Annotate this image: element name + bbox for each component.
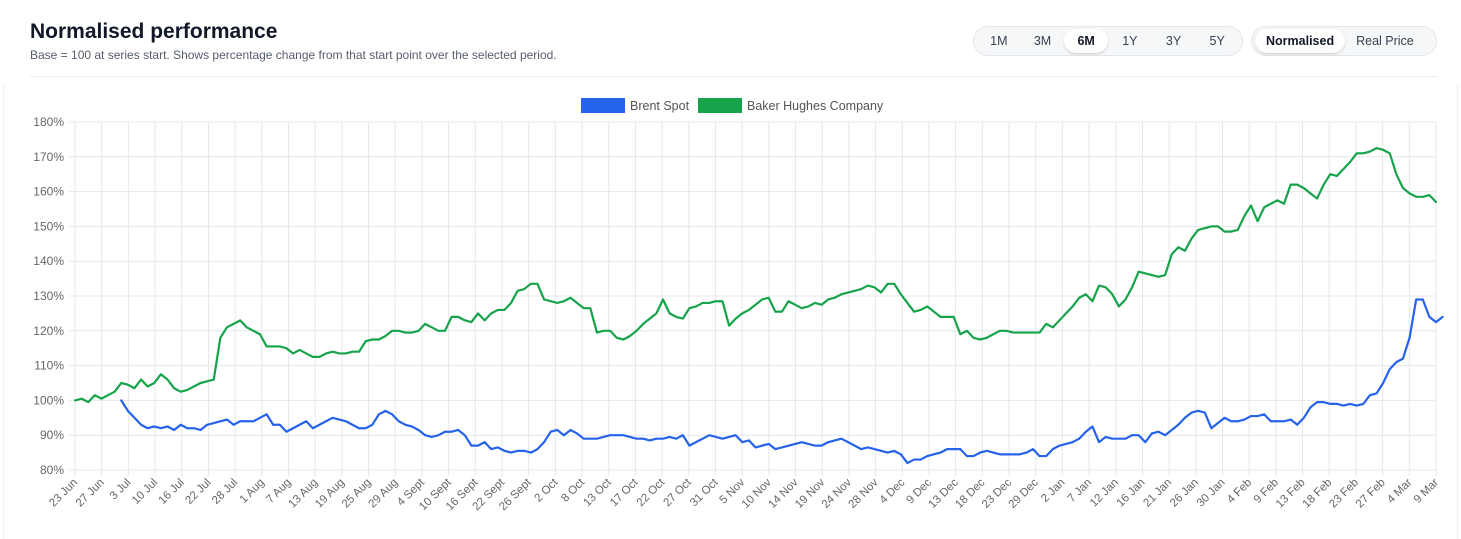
x-tick-label: 22 Oct <box>635 476 668 509</box>
chart-card <box>3 84 1458 539</box>
x-tick-label: 1 Aug <box>238 477 267 506</box>
x-tick-label: 31 Oct <box>688 476 721 509</box>
chart-legend: Brent Spot Baker Hughes Company <box>581 98 884 113</box>
series-line-brent-spot[interactable] <box>120 298 1444 465</box>
y-tick-label: 140% <box>33 254 64 268</box>
x-tick-label: 9 Mar <box>1412 477 1441 506</box>
x-tick-label: 21 Jan <box>1141 477 1174 510</box>
legend-label-baker-hughes[interactable]: Baker Hughes Company <box>747 99 884 113</box>
x-tick-label: 12 Jan <box>1088 477 1121 510</box>
legend-swatch-brent-spot[interactable] <box>581 98 625 113</box>
legend-swatch-baker-hughes[interactable] <box>698 98 742 113</box>
x-tick-label: 27 Oct <box>661 476 694 509</box>
series-line-baker-hughes[interactable] <box>73 147 1438 404</box>
legend-label-brent-spot[interactable]: Brent Spot <box>630 99 690 113</box>
x-tick-label: 22 Jul <box>183 477 213 507</box>
x-tick-label: 27 Jun <box>74 477 107 510</box>
page-title: Normalised performance <box>30 20 278 43</box>
x-tick-label: 2 Oct <box>533 476 561 504</box>
y-tick-label: 160% <box>33 185 64 199</box>
mode-button-real-price[interactable]: Real Price <box>1356 34 1414 48</box>
y-tick-label: 120% <box>33 324 64 338</box>
y-tick-label: 130% <box>33 289 64 303</box>
y-tick-label: 100% <box>33 393 64 407</box>
x-tick-label: 13 Oct <box>581 476 614 509</box>
range-button-5y[interactable]: 5Y <box>1209 34 1225 48</box>
x-tick-label: 2 Jan <box>1039 477 1067 505</box>
mode-selector: Normalised Real Price <box>1251 26 1437 56</box>
range-button-1y[interactable]: 1Y <box>1122 34 1138 48</box>
chart-series <box>73 147 1444 465</box>
range-button-6m[interactable]: 6M <box>1064 29 1109 53</box>
range-selector: 1M 3M 6M 1Y 3Y 5Y <box>973 26 1243 56</box>
x-tick-label: 29 Dec <box>1007 476 1041 510</box>
x-tick-label: 28 Nov <box>846 476 880 510</box>
range-button-3y[interactable]: 3Y <box>1165 34 1182 48</box>
x-tick-label: 10 Jul <box>130 477 160 507</box>
x-tick-label: 4 Mar <box>1385 477 1414 506</box>
y-tick-label: 110% <box>34 359 64 373</box>
mode-button-normalised[interactable]: Normalised <box>1255 29 1346 53</box>
y-tick-label: 170% <box>33 150 64 164</box>
x-tick-label: 30 Jan <box>1195 477 1228 510</box>
x-tick-label: 28 Jul <box>210 477 240 507</box>
header-divider <box>30 76 1437 77</box>
y-tick-label: 180% <box>33 115 64 129</box>
y-tick-label: 90% <box>40 428 64 442</box>
range-button-3m[interactable]: 3M <box>1033 34 1052 48</box>
x-tick-label: 4 Feb <box>1225 477 1254 506</box>
x-tick-label: 29 Aug <box>367 477 401 511</box>
y-tick-label: 80% <box>40 463 64 477</box>
range-button-1m[interactable]: 1M <box>990 34 1008 48</box>
x-tick-label: 16 Jul <box>157 477 187 507</box>
x-tick-label: 27 Feb <box>1354 477 1388 511</box>
x-tick-label: 4 Dec <box>878 476 908 506</box>
x-tick-label: 16 Jan <box>1115 477 1148 510</box>
y-tick-label: 150% <box>33 219 64 233</box>
x-tick-label: 23 Jun <box>47 477 80 510</box>
x-tick-label: 26 Jan <box>1168 477 1201 510</box>
chart-grid <box>69 121 1437 476</box>
y-axis: 80% 90% 100% 110% 120% 130% 140% 150% 160% 170% 18… <box>33 115 64 477</box>
page-subtitle: Base = 100 at series start. Shows percen… <box>30 48 557 62</box>
x-tick-label: 17 Oct <box>608 476 641 509</box>
